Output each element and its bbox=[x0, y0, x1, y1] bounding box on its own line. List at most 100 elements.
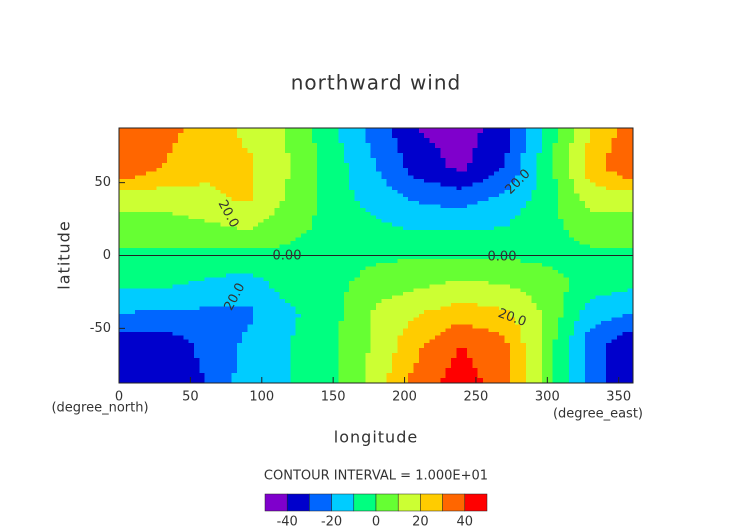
field-cell bbox=[402, 179, 409, 184]
field-cell bbox=[450, 148, 457, 154]
field-cell bbox=[611, 219, 618, 224]
field-cell bbox=[263, 211, 270, 217]
field-cell bbox=[525, 226, 532, 231]
field-cell bbox=[520, 270, 527, 275]
field-cell bbox=[488, 281, 495, 286]
field-cell bbox=[359, 204, 366, 209]
field-cell bbox=[386, 222, 393, 227]
field-cell bbox=[349, 237, 356, 242]
field-cell bbox=[145, 255, 152, 260]
field-cell bbox=[183, 226, 190, 231]
field-cell bbox=[231, 230, 238, 235]
field-cell bbox=[231, 197, 238, 202]
field-cell bbox=[311, 281, 318, 286]
field-cell bbox=[226, 215, 233, 220]
field-cell bbox=[574, 133, 581, 139]
field-cell bbox=[483, 233, 490, 238]
field-cell bbox=[552, 153, 559, 159]
field-cell bbox=[590, 248, 597, 253]
field-cell bbox=[145, 168, 152, 173]
field-cell bbox=[295, 284, 302, 289]
field-cell bbox=[263, 148, 270, 154]
field-cell bbox=[574, 158, 581, 164]
field-cell bbox=[579, 182, 586, 187]
field-cell bbox=[450, 171, 457, 176]
field-cell bbox=[595, 237, 602, 242]
field-cell bbox=[541, 302, 548, 308]
field-cell bbox=[220, 179, 227, 184]
field-cell bbox=[231, 302, 238, 308]
field-cell bbox=[306, 186, 313, 191]
field-cell bbox=[509, 219, 516, 224]
field-cell bbox=[183, 244, 190, 249]
field-cell bbox=[193, 133, 200, 139]
field-cell bbox=[151, 284, 158, 289]
field-cell bbox=[226, 226, 233, 231]
field-cell bbox=[359, 211, 366, 217]
field-cell bbox=[595, 230, 602, 235]
field-cell bbox=[119, 148, 125, 154]
field-cell bbox=[467, 133, 473, 139]
field-cell bbox=[424, 262, 431, 268]
field-cell bbox=[188, 219, 195, 224]
field-cell bbox=[295, 175, 302, 180]
field-cell bbox=[183, 189, 190, 195]
field-cell bbox=[541, 128, 548, 134]
field-cell bbox=[177, 281, 184, 286]
field-cell bbox=[472, 153, 479, 159]
field-cell bbox=[156, 273, 163, 278]
field-cell bbox=[525, 255, 532, 260]
field-cell bbox=[140, 284, 147, 289]
field-cell bbox=[440, 208, 447, 213]
field-cell bbox=[177, 204, 184, 209]
field-cell bbox=[268, 270, 275, 275]
field-cell bbox=[376, 200, 382, 206]
field-cell bbox=[242, 310, 249, 315]
field-cell bbox=[349, 138, 356, 144]
field-cell bbox=[129, 193, 136, 198]
field-cell bbox=[359, 306, 366, 311]
field-cell bbox=[161, 240, 168, 246]
field-cell bbox=[220, 244, 227, 249]
field-cell bbox=[354, 197, 361, 202]
field-cell bbox=[177, 200, 184, 206]
field-cell bbox=[574, 295, 581, 300]
field-cell bbox=[343, 200, 350, 206]
field-cell bbox=[606, 284, 613, 289]
field-cell bbox=[236, 313, 243, 319]
field-cell bbox=[156, 299, 163, 304]
field-cell bbox=[547, 277, 554, 282]
field-cell bbox=[627, 143, 634, 149]
field-cell bbox=[493, 251, 500, 257]
field-cell bbox=[558, 143, 564, 149]
field-cell bbox=[252, 128, 259, 134]
field-cell bbox=[236, 193, 243, 198]
field-cell bbox=[456, 251, 463, 257]
field-cell bbox=[119, 128, 125, 134]
field-cell bbox=[231, 288, 238, 293]
field-cell bbox=[429, 153, 436, 159]
field-cell bbox=[284, 208, 291, 213]
field-cell bbox=[236, 186, 243, 191]
field-cell bbox=[236, 324, 243, 329]
field-cell bbox=[161, 233, 168, 238]
field-cell bbox=[590, 200, 597, 206]
field-cell bbox=[151, 158, 158, 164]
field-cell bbox=[252, 255, 259, 260]
field-cell bbox=[279, 204, 286, 209]
field-cell bbox=[167, 266, 174, 271]
field-cell bbox=[252, 317, 259, 322]
field-cell bbox=[541, 153, 548, 159]
field-cell bbox=[434, 158, 441, 164]
field-cell bbox=[301, 133, 307, 139]
field-cell bbox=[199, 200, 206, 206]
field-cell bbox=[327, 295, 334, 300]
field-cell bbox=[231, 171, 238, 176]
field-cell bbox=[215, 182, 222, 187]
field-cell bbox=[193, 158, 200, 164]
field-cell bbox=[204, 262, 211, 268]
field-cell bbox=[440, 211, 447, 217]
field-cell bbox=[611, 128, 618, 134]
field-cell bbox=[311, 211, 318, 217]
field-cell bbox=[434, 310, 441, 315]
